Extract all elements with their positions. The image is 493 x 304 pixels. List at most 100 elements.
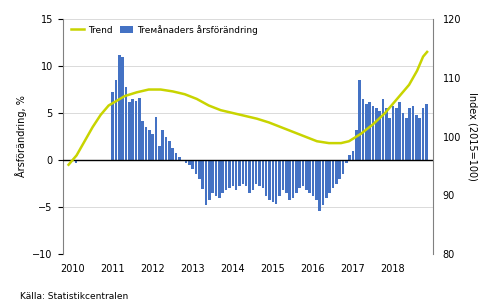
Bar (291, 160, 294, 198)
Trend (158, 88, 164, 91)
Bar (238, 160, 241, 186)
Bar (158, 146, 161, 160)
Bar (128, 102, 131, 160)
Trend (382, 111, 388, 115)
Bar (362, 99, 364, 160)
Y-axis label: Index (2015=100): Index (2015=100) (468, 92, 478, 181)
Bar (118, 55, 121, 160)
Bar (235, 160, 238, 190)
Bar (298, 160, 301, 188)
Trend (394, 97, 400, 101)
Bar (392, 105, 394, 160)
Bar (375, 108, 378, 160)
Bar (151, 134, 154, 160)
Bar (135, 101, 137, 160)
Bar (268, 160, 271, 199)
Bar (295, 160, 298, 193)
Bar (372, 105, 374, 160)
Bar (141, 122, 144, 160)
Trend (254, 117, 260, 120)
Trend (406, 83, 412, 87)
Bar (398, 102, 401, 160)
Bar (278, 160, 281, 196)
Trend (73, 154, 79, 157)
Trend (218, 109, 224, 112)
Bar (165, 136, 167, 160)
Trend (358, 132, 364, 136)
Bar (325, 160, 327, 198)
Trend (194, 97, 200, 101)
Trend (290, 130, 296, 134)
Bar (215, 160, 217, 196)
Bar (258, 160, 261, 186)
Trend (206, 104, 211, 107)
Trend (66, 163, 71, 167)
Bar (318, 160, 321, 211)
Trend (370, 123, 376, 126)
Trend (424, 50, 430, 54)
Bar (425, 104, 428, 160)
Bar (315, 160, 317, 199)
Bar (202, 160, 204, 189)
Trend (278, 125, 284, 129)
Bar (349, 155, 351, 160)
Bar (305, 160, 308, 190)
Bar (242, 160, 244, 184)
Bar (262, 160, 264, 188)
Bar (115, 80, 117, 160)
Bar (272, 160, 274, 202)
Trend (106, 104, 111, 107)
Bar (178, 157, 181, 160)
Trend (114, 99, 120, 103)
Bar (345, 160, 348, 163)
Bar (161, 130, 164, 160)
Trend (242, 114, 248, 118)
Trend (134, 91, 140, 94)
Bar (405, 118, 408, 160)
Trend (414, 69, 420, 73)
Bar (185, 160, 187, 163)
Bar (248, 160, 251, 193)
Bar (412, 105, 415, 160)
Trend (170, 90, 176, 93)
Bar (368, 102, 371, 160)
Trend (420, 55, 426, 58)
Trend (302, 135, 308, 138)
Bar (232, 160, 234, 186)
Y-axis label: Årsförändring, %: Årsförändring, % (15, 95, 27, 178)
Bar (255, 160, 257, 184)
Bar (321, 160, 324, 205)
Bar (121, 57, 124, 160)
Trend (266, 121, 272, 124)
Bar (211, 160, 214, 193)
Bar (328, 160, 331, 193)
Bar (228, 160, 231, 188)
Bar (131, 99, 134, 160)
Bar (342, 160, 344, 174)
Bar (355, 130, 357, 160)
Bar (402, 113, 404, 160)
Bar (155, 117, 157, 160)
Bar (409, 108, 411, 160)
Bar (188, 160, 191, 165)
Bar (358, 80, 361, 160)
Text: Källa: Statistikcentralen: Källa: Statistikcentralen (20, 292, 128, 301)
Bar (338, 160, 341, 179)
Bar (335, 160, 338, 184)
Bar (205, 160, 208, 205)
Bar (282, 160, 284, 190)
Trend (146, 88, 152, 91)
Bar (175, 153, 177, 160)
Trend (326, 141, 332, 145)
Bar (388, 118, 391, 160)
Bar (302, 160, 304, 186)
Bar (208, 160, 211, 199)
Bar (138, 98, 141, 160)
Bar (225, 160, 227, 190)
Bar (385, 108, 387, 160)
Bar (419, 118, 421, 160)
Bar (74, 160, 77, 163)
Bar (312, 160, 314, 196)
Trend (90, 125, 96, 129)
Bar (218, 160, 221, 198)
